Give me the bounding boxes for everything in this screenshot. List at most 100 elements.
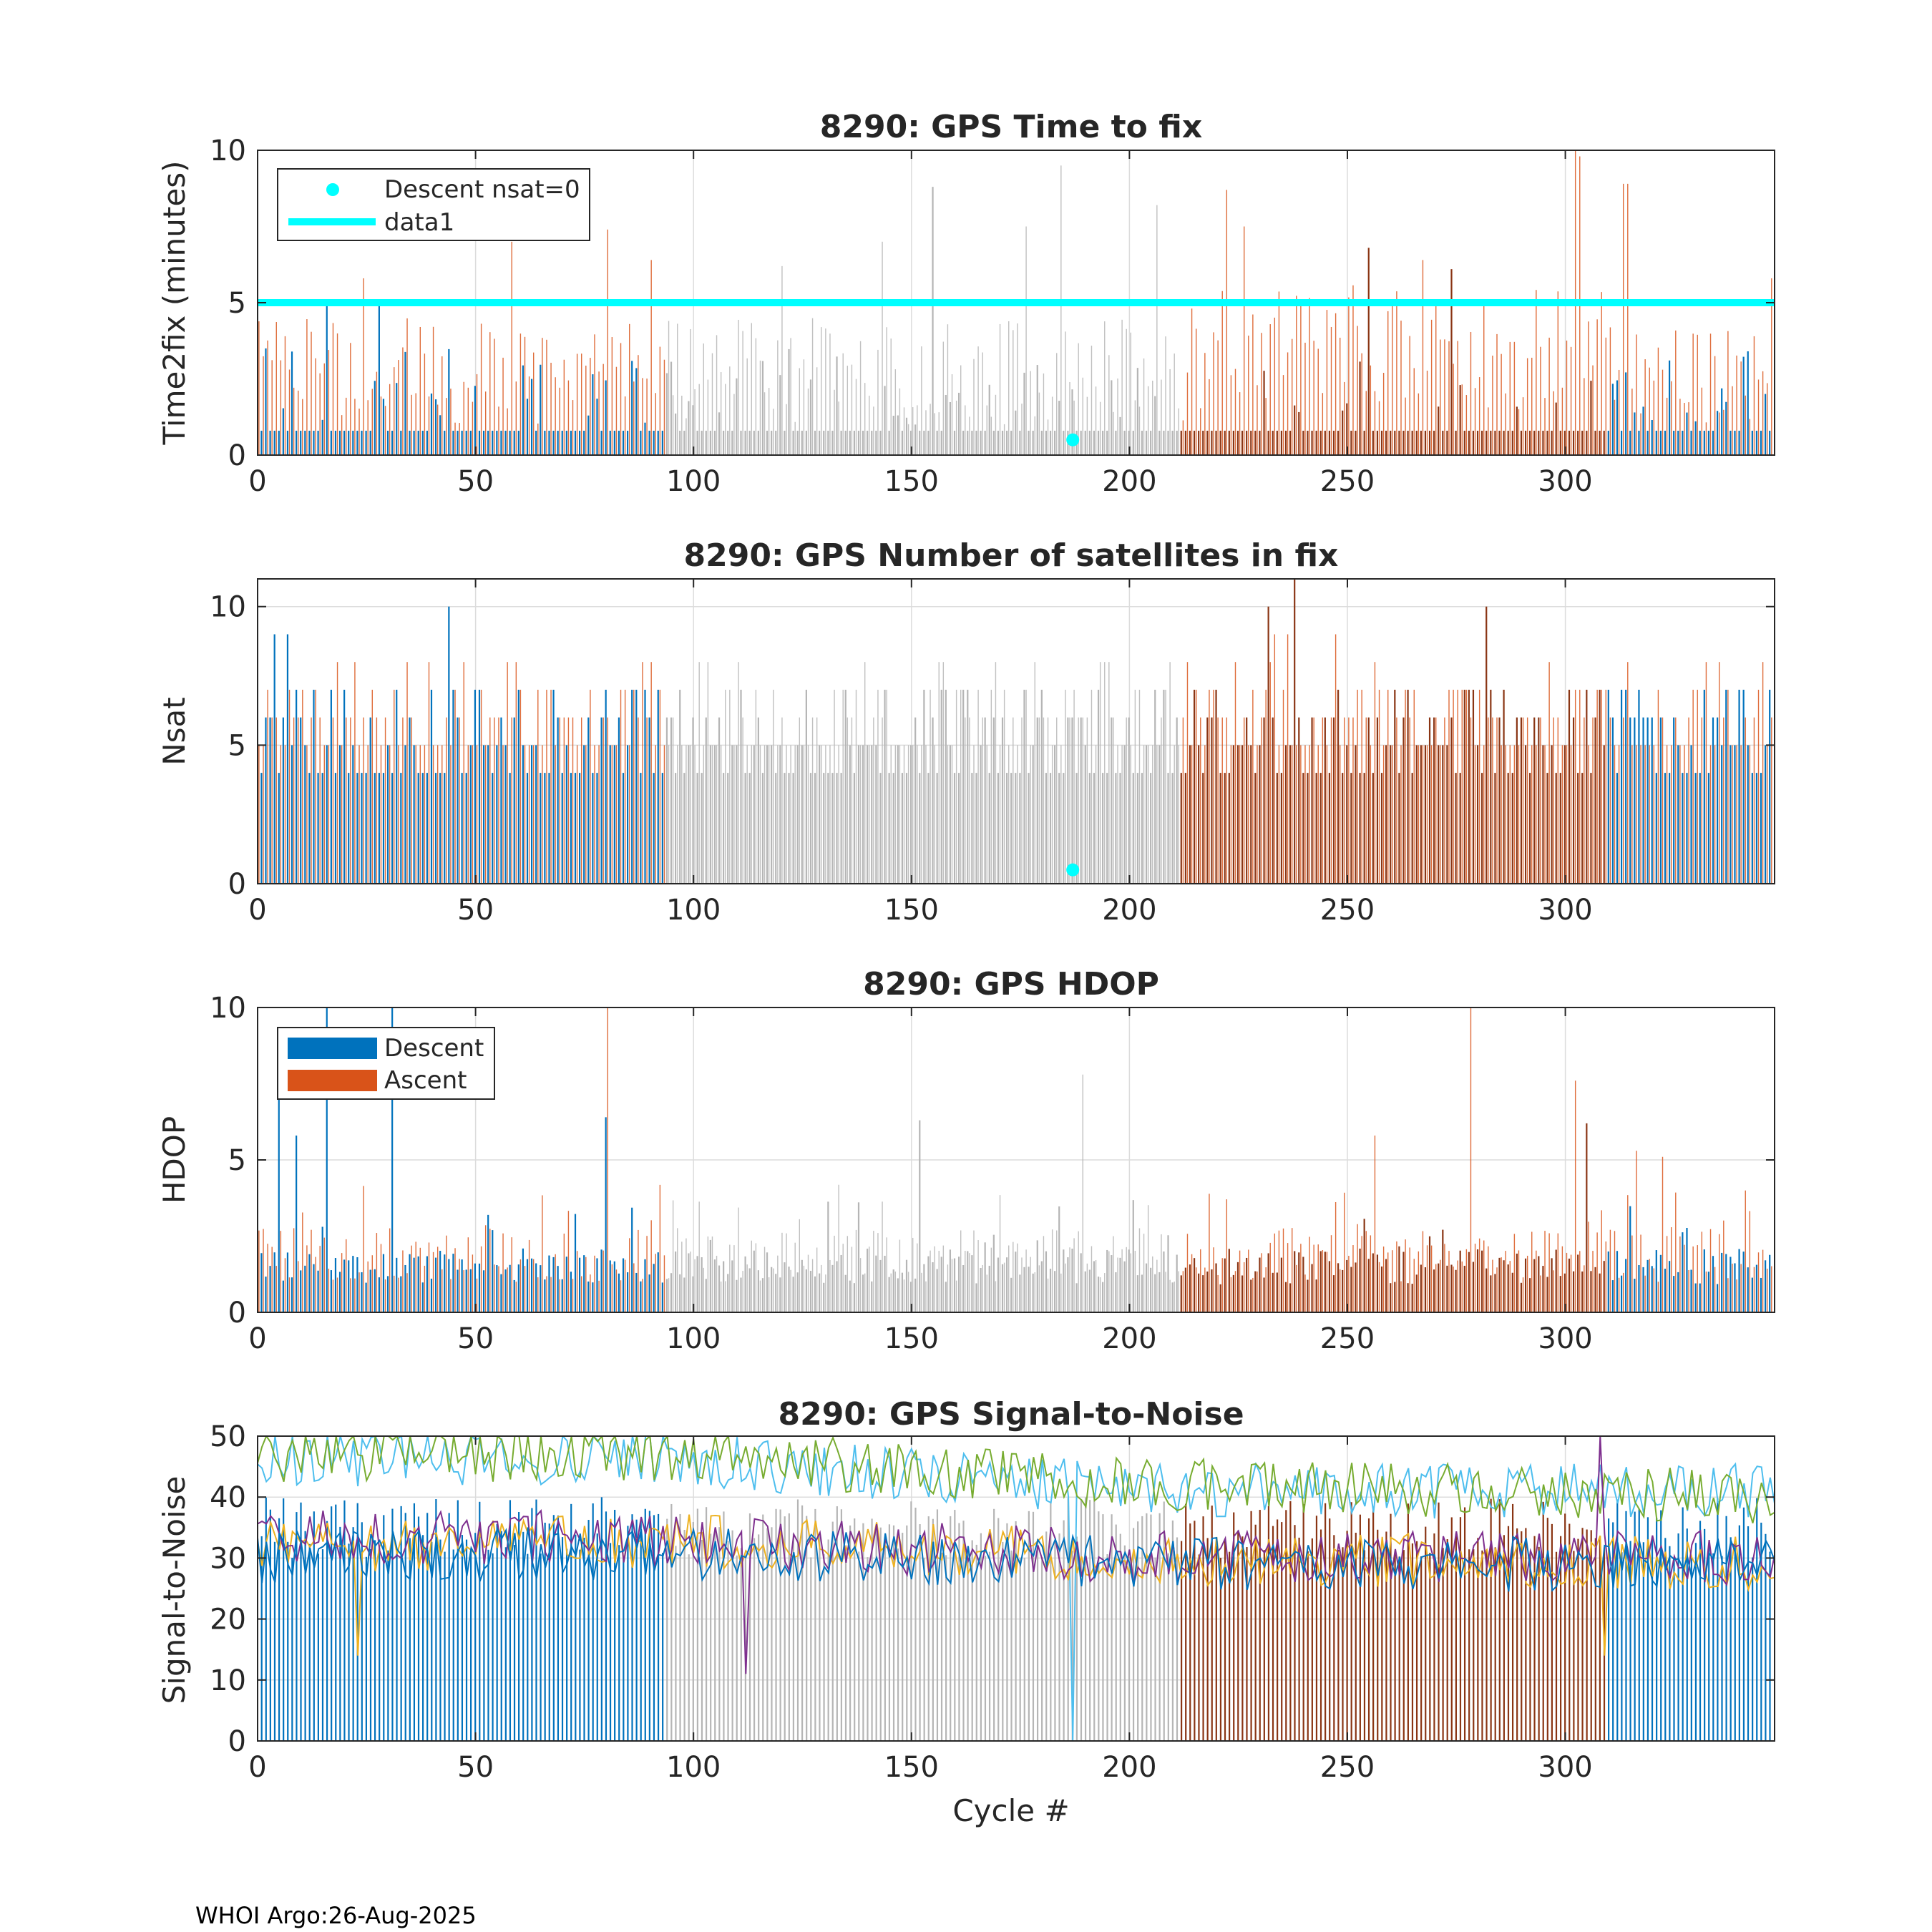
descent-bar [1699,773,1701,884]
ascent-bar [1688,402,1689,455]
ascent-bar [354,1278,356,1312]
snr-bar [339,1526,341,1741]
descent-bar [1581,430,1584,455]
ascent-bar [1138,689,1141,884]
descent-bar [648,1274,650,1312]
ascent-bar [288,689,291,884]
descent-bar [862,745,864,884]
ascent-bar [725,1281,726,1312]
descent-bar [1193,689,1196,884]
descent-bar [1511,1272,1513,1312]
descent-bar [282,717,284,884]
ascent-bar [1679,745,1681,884]
snr-bar [919,1524,921,1741]
legend-swatch-ascent [288,1070,377,1091]
descent-bar [426,430,428,455]
ascent-bar [336,662,338,884]
descent-bar [1294,405,1296,455]
descent-bar [862,1274,864,1312]
ascent-bar [925,745,927,884]
descent-bar [1150,430,1152,455]
descent-bar [1332,717,1335,884]
ascent-bar [1492,717,1493,884]
descent-bar [1180,1275,1182,1312]
ascent-bar [816,367,818,455]
ascent-bar [585,365,587,455]
snr-bar [1712,1553,1714,1741]
ascent-bar [446,398,447,455]
descent-bar [1019,430,1021,455]
legend-swatch-descent [288,1038,377,1059]
ascent-bar [1174,1281,1175,1312]
descent-bar [1385,745,1387,884]
descent-bar [1302,773,1304,884]
snr-bar [1402,1550,1405,1741]
descent-bar [509,1264,511,1312]
descent-bar [1332,430,1335,455]
ascent-bar [611,745,613,884]
descent-bar [1254,430,1257,455]
descent-bar [705,1279,707,1312]
snr-bar [705,1507,708,1741]
ascent-bar [1169,369,1171,455]
descent-bar [814,430,816,455]
descent-bar [1524,745,1527,884]
ascent-bar [977,346,979,455]
descent-bar [1328,430,1331,455]
snr-bar [278,1518,280,1741]
ascent-bar [489,1229,491,1312]
ascent-bar [1361,689,1362,884]
snr-bar [692,1522,694,1741]
descent-bar [923,689,925,884]
ascent-bar [1478,689,1480,884]
descent-bar [1128,717,1130,884]
descent-bar [1380,773,1383,884]
descent-bar [1655,773,1657,884]
ascent-bar [890,338,892,455]
snr-series-line [258,1436,1775,1523]
x-tick-label: 100 [666,1751,721,1784]
descent-bar [1189,430,1191,455]
descent-bar [1376,717,1379,884]
snr-bar [1115,1524,1117,1741]
descent-bar [579,773,581,884]
descent-bar [945,689,947,884]
descent-bar [1363,1219,1365,1312]
ascent-bar [1003,689,1005,884]
descent-bar [640,1281,642,1312]
ascent-bar [354,399,356,455]
descent-bar [622,1258,625,1312]
descent-bar [1063,430,1065,455]
ascent-bar [1073,1238,1075,1312]
descent-bar [1407,430,1409,455]
descent-bar [1342,1269,1344,1312]
descent-bar [413,430,415,455]
descent-bar [827,1201,829,1312]
descent-bar [1184,430,1186,455]
descent-bar [1363,430,1365,455]
snr-bar [321,1549,324,1741]
ascent-bar [315,358,316,455]
legend-label-descent-nsat0: Descent nsat=0 [384,175,580,204]
ascent-bar [1627,183,1629,455]
snr-bar [984,1556,987,1741]
descent-bar [631,361,633,455]
descent-bar [1215,430,1217,455]
descent-bar [482,430,485,455]
ascent-bar [1017,745,1018,884]
descent-bar [1468,1252,1470,1312]
x-tick-label: 250 [1320,465,1375,498]
snr-bar [945,1555,947,1741]
ascent-bar [1745,1190,1746,1312]
x-tick-label: 200 [1102,1751,1156,1784]
ascent-bar [1692,689,1694,884]
descent-bar [1302,1257,1304,1312]
ascent-bar [1365,391,1367,455]
descent-bar [1629,717,1631,884]
descent-bar [867,430,869,455]
ascent-bar [1705,662,1707,884]
descent-bar [1032,745,1034,884]
snr-bar [566,1548,568,1741]
ascent-bar [650,662,652,884]
